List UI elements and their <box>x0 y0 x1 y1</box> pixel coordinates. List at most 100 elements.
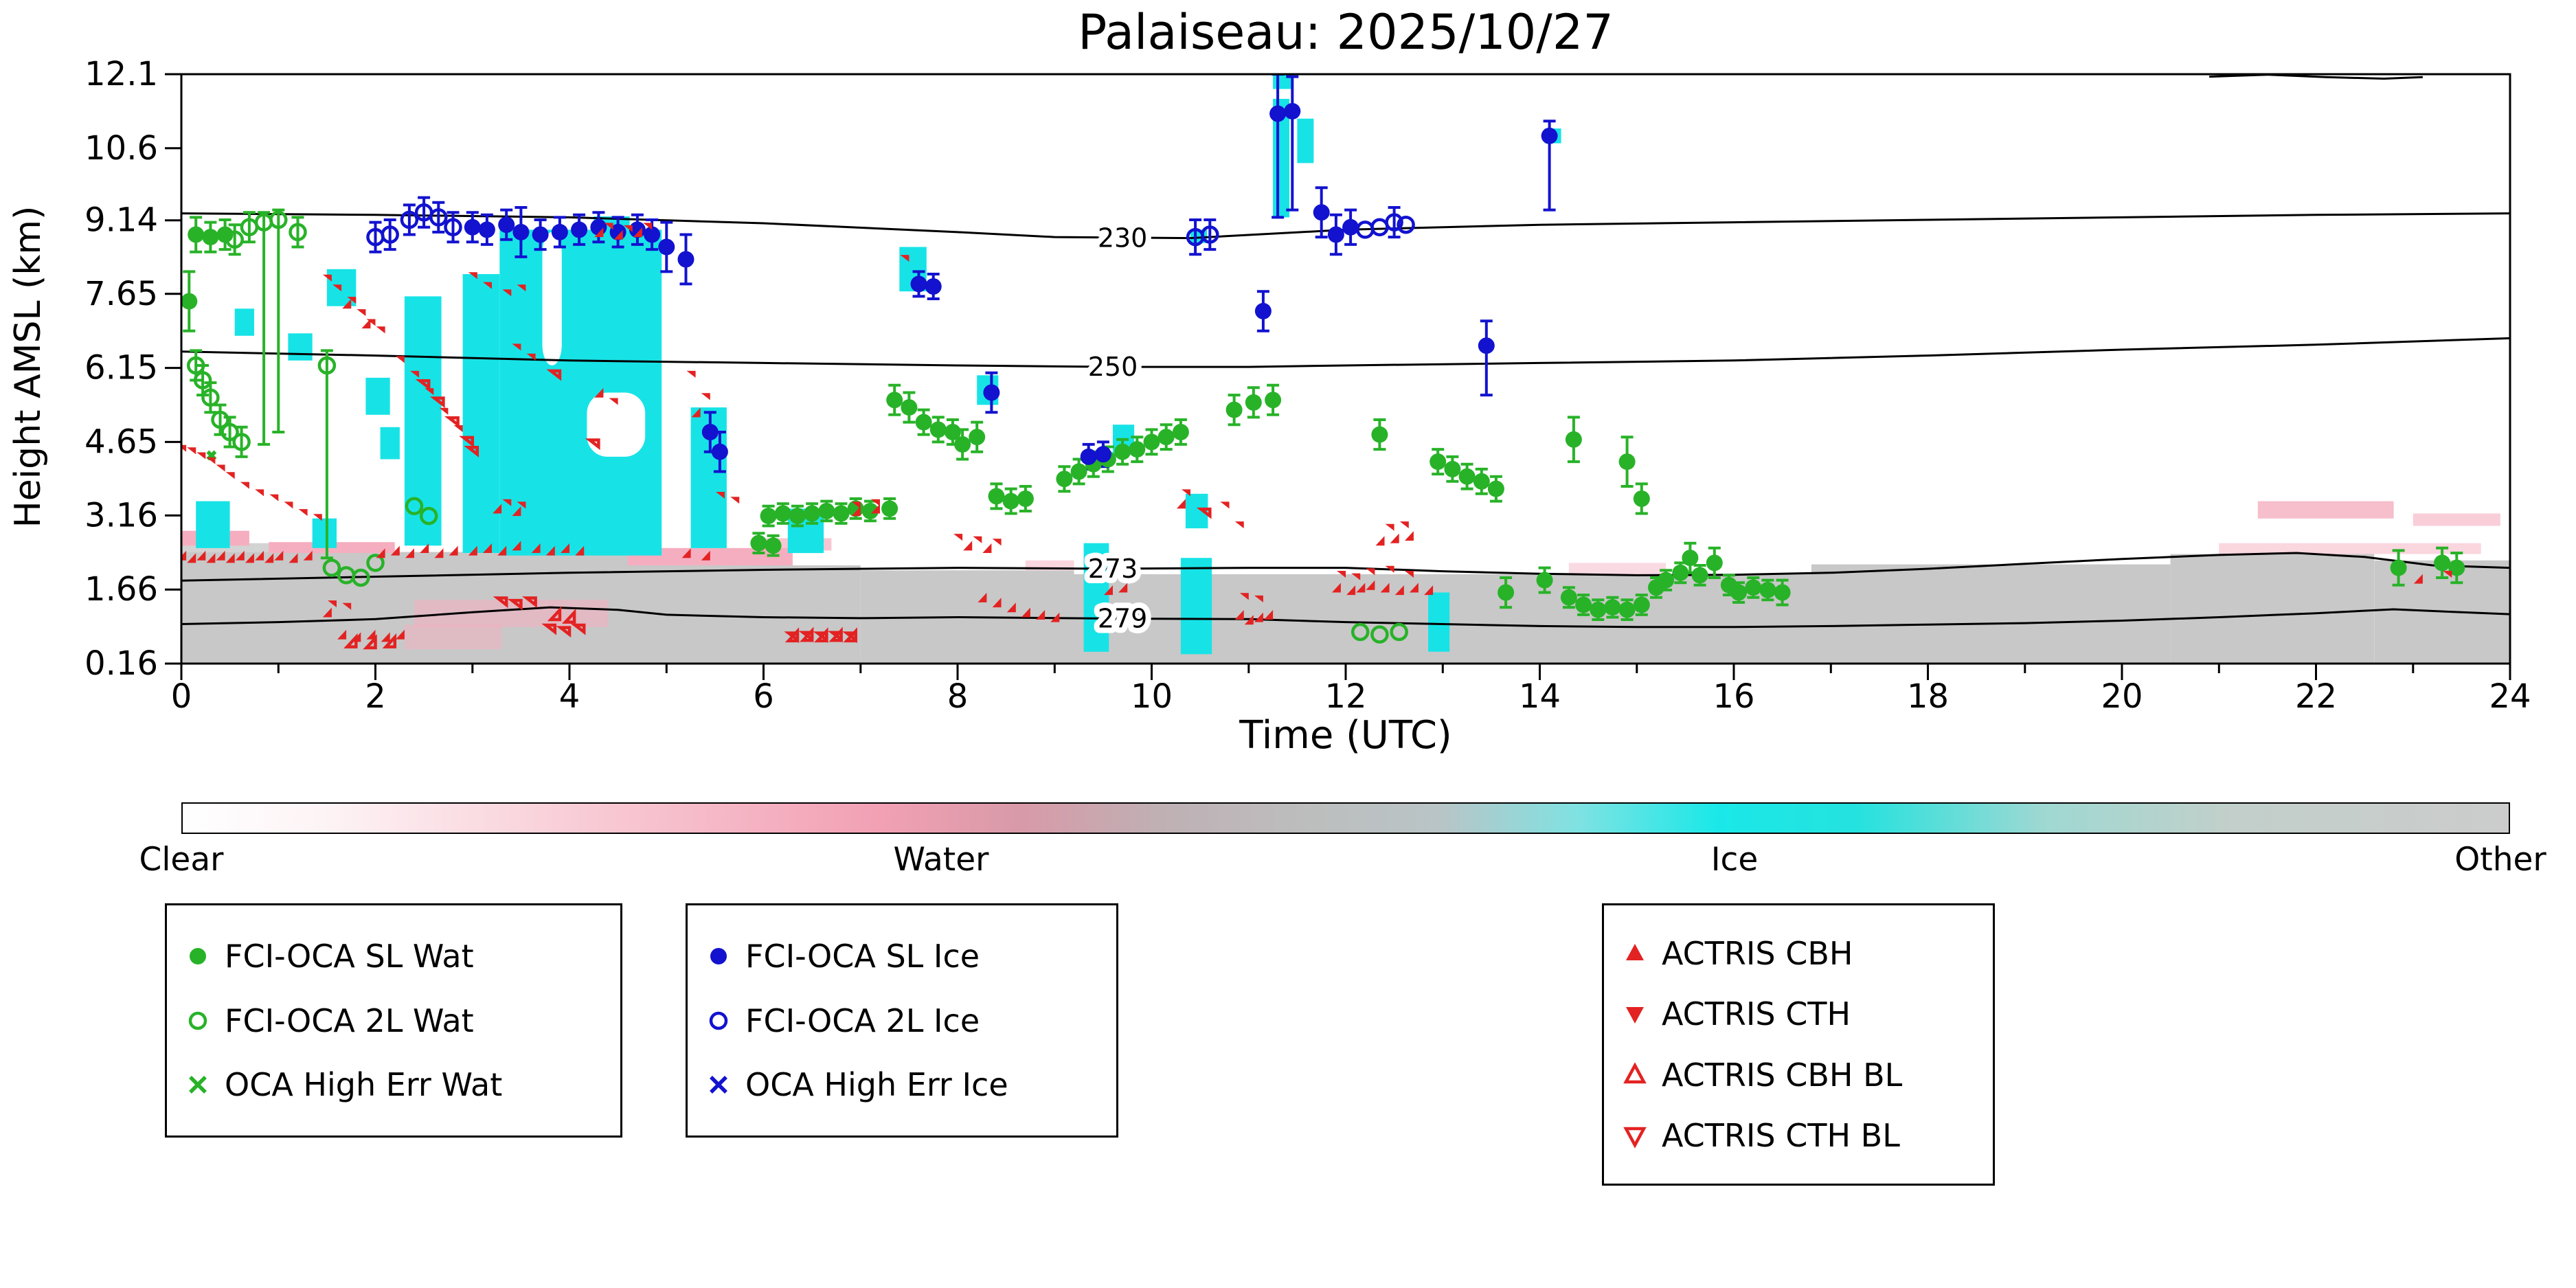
fci-oca-sl-ice-point <box>644 226 661 243</box>
legend-entry-oca-high-err-wat: OCA High Err Wat <box>182 1066 605 1103</box>
actris-cth-point <box>609 398 618 405</box>
legend-entry-fci-oca-sl-wat: FCI-OCA SL Wat <box>182 938 605 975</box>
mask-patch-ice <box>380 427 400 460</box>
temperature-contour-230 <box>181 212 2510 240</box>
colorbar-label-water: Water <box>893 841 989 879</box>
fci-oca-2l-ice-errorbar <box>1189 218 1202 256</box>
actris-cbh-point <box>449 545 458 556</box>
fci-oca-sl-ice-point <box>925 278 942 295</box>
fci-oca-2l-wat-point <box>201 388 220 407</box>
mask-patch-ice <box>499 229 662 556</box>
actris-cbh-point <box>181 550 187 561</box>
actris-cth-point <box>206 457 216 464</box>
fci-oca-sl-ice-point <box>498 216 515 234</box>
fci-oca-2l-ice-errorbar <box>383 218 396 251</box>
x-tick-label: 10 <box>1131 677 1173 716</box>
fci-oca-sl-wat-point <box>760 508 777 525</box>
fci-oca-sl-wat-point <box>789 508 806 525</box>
actris-cth-bl-point <box>813 631 828 644</box>
fci-oca-sl-wat-point <box>1759 581 1776 598</box>
colorbar-gradient <box>181 802 2510 834</box>
fci-oca-sl-wat-point <box>2448 559 2465 576</box>
actris-cbh-point <box>264 553 274 563</box>
actris-cbh-point <box>1424 585 1434 596</box>
fci-oca-sl-wat-point <box>216 226 234 243</box>
circle-marker-icon <box>190 948 206 965</box>
fci-oca-sl-wat-point <box>804 505 821 522</box>
actris-cbh-point <box>235 550 245 561</box>
fci-oca-sl-wat-point <box>1498 584 1515 601</box>
fci-oca-2l-ice-point <box>400 210 419 229</box>
fci-oca-sl-wat-point <box>1129 441 1146 458</box>
actris-cbh-bl-point <box>343 633 358 648</box>
y-tick-label: 6.15 <box>84 349 158 387</box>
x-tick-label: 24 <box>2489 677 2531 716</box>
temperature-contour-top <box>2209 74 2423 80</box>
actris-cbh-point <box>361 319 371 329</box>
fci-oca-sl-wat-point <box>833 505 850 522</box>
plot-area: 230 250 273 279 <box>181 74 2510 664</box>
actris-cbh-point <box>512 541 521 551</box>
fci-oca-sl-wat-point <box>1225 401 1243 418</box>
circle-marker-icon <box>710 948 727 965</box>
actris-cbh-point <box>851 506 861 517</box>
actris-cth-point <box>483 282 493 289</box>
circle-marker-icon <box>188 1011 207 1030</box>
fci-oca-sl-ice-point <box>512 223 530 240</box>
fci-oca-2l-wat-point <box>269 210 288 229</box>
fci-oca-sl-wat-point <box>886 392 903 409</box>
fci-oca-sl-ice-point <box>478 221 495 238</box>
y-tick-label: 7.65 <box>84 275 158 313</box>
fci-oca-2l-wat-errorbar <box>228 223 241 256</box>
actris-cbh-point <box>468 545 477 556</box>
actris-cbh-point <box>216 550 225 561</box>
actris-cth-point <box>526 353 536 361</box>
oca-high-err-ice-point <box>710 1075 727 1094</box>
actris-cbh-point <box>1346 585 1356 596</box>
actris-cbh-point <box>206 553 216 563</box>
fci-oca-sl-wat-point <box>1706 554 1723 572</box>
x-tick-label: 20 <box>2101 677 2143 716</box>
actris-cth-bl-point <box>541 623 557 635</box>
mask-patch-water <box>1568 563 1667 574</box>
mask-patch-ice <box>462 274 500 553</box>
fci-oca-sl-wat-point <box>202 229 219 246</box>
actris-cbh-point <box>1390 533 1399 543</box>
fci-oca-sl-wat-point <box>181 293 198 310</box>
fci-oca-2l-wat-point <box>1351 622 1370 642</box>
x-tick-label: 22 <box>2295 677 2337 716</box>
colorbar-label-clear: Clear <box>139 841 224 879</box>
fci-oca-sl-wat-point <box>1618 453 1636 471</box>
actris-cbh-point <box>196 550 206 561</box>
fci-oca-sl-ice-point <box>571 221 588 238</box>
fci-oca-sl-wat-point <box>1017 490 1034 507</box>
mask-patch-ice <box>365 377 390 415</box>
mask-patch-ice <box>1428 592 1450 652</box>
actris-cbh-point <box>255 550 264 561</box>
mask-patch-other <box>1811 564 2171 664</box>
legend-entry-fci-oca-2l-ice: FCI-OCA 2L Ice <box>703 1002 1101 1039</box>
actris-cbh-point <box>1331 583 1341 593</box>
actris-cth-bl-point <box>521 596 537 609</box>
fci-oca-sl-wat-point <box>969 429 986 446</box>
legend-entry-oca-high-err-ice: OCA High Err Ice <box>703 1066 1101 1103</box>
legend-label: ACTRIS CBH <box>1662 934 1853 972</box>
fci-oca-2l-wat-point <box>232 433 251 451</box>
actris-cth-point <box>643 223 653 230</box>
fci-oca-sl-ice-point <box>1478 337 1495 354</box>
actris-cth-point <box>701 393 710 400</box>
actris-cth-point <box>502 289 512 297</box>
actris-cth-point <box>298 509 308 517</box>
actris-cth-point <box>255 489 264 497</box>
fci-oca-sl-ice-point <box>1080 448 1097 465</box>
fci-oca-2l-ice-errorbar <box>418 196 431 229</box>
actris-cth-bl-point <box>444 416 460 428</box>
legend-entry-actris-cth-bl: ACTRIS CTH BL <box>1619 1117 1978 1154</box>
fci-oca-sl-wat-point <box>2434 554 2451 572</box>
actris-cth-bl-point <box>570 623 586 635</box>
fci-oca-sl-wat-point <box>1245 394 1262 411</box>
fci-oca-sl-wat-point <box>954 436 971 453</box>
colorbar-label-ice: Ice <box>1710 841 1759 879</box>
actris-cth-point <box>686 370 696 378</box>
